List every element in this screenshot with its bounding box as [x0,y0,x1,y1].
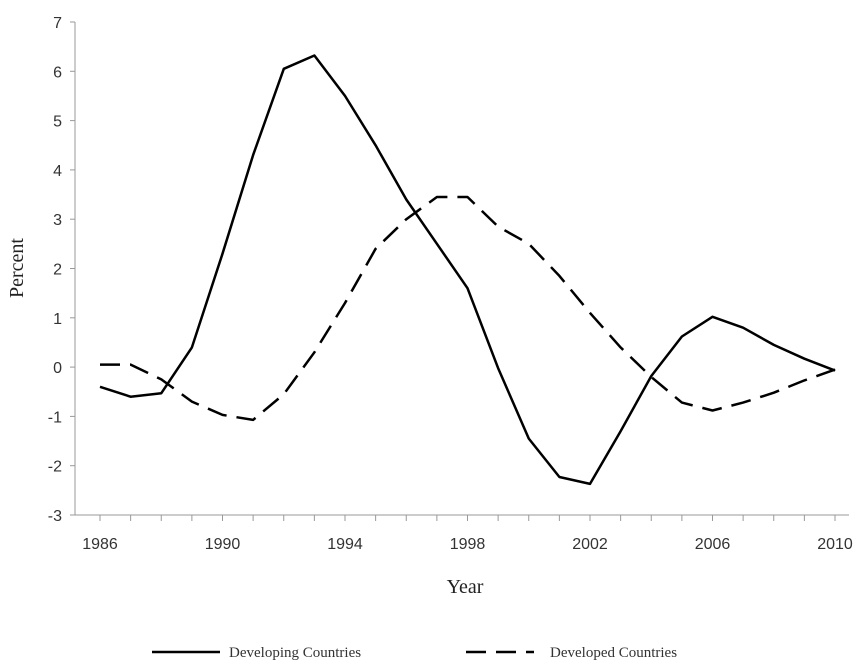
x-tick-label: 2006 [695,536,731,553]
y-tick-label: 1 [53,311,62,328]
y-tick-label: -2 [48,459,62,476]
legend-label: Developed Countries [550,645,677,661]
x-tick-label: 1990 [205,536,241,553]
y-axis-title: Percent [6,238,28,298]
series-line-developing-countries [99,54,836,486]
legend-label: Developing Countries [229,645,361,661]
series-line-developed-countries [100,195,836,422]
x-tick-label: 2010 [817,536,853,553]
x-tick-group: 1986 1990 1994 1998 2002 2006 2010 [82,515,853,553]
y-tick-label: -3 [48,508,62,525]
y-tick-label: 4 [53,163,62,180]
legend: Developing Countries Developed Countries [152,645,677,661]
y-tick-label: 5 [53,114,62,131]
y-tick-label: 6 [53,64,62,81]
x-tick-label: 1986 [82,536,118,553]
x-axis-title: Year [447,576,484,598]
y-tick-label: -1 [48,409,62,426]
y-tick-label: 7 [53,15,62,32]
x-axis: 1986 1990 1994 1998 2002 2006 2010 [75,514,853,553]
x-tick-label: 1998 [450,536,486,553]
y-tick-group: -3 -2 -1 0 1 2 3 4 5 6 7 [48,15,75,525]
series-layer [99,54,836,486]
x-tick-label: 2002 [572,536,608,553]
y-tick-label: 3 [53,212,62,229]
y-tick-label: 0 [53,360,62,377]
x-tick-label: 1994 [327,536,363,553]
y-tick-label: 2 [53,262,62,279]
y-axis: -3 -2 -1 0 1 2 3 4 5 6 7 [48,15,76,525]
